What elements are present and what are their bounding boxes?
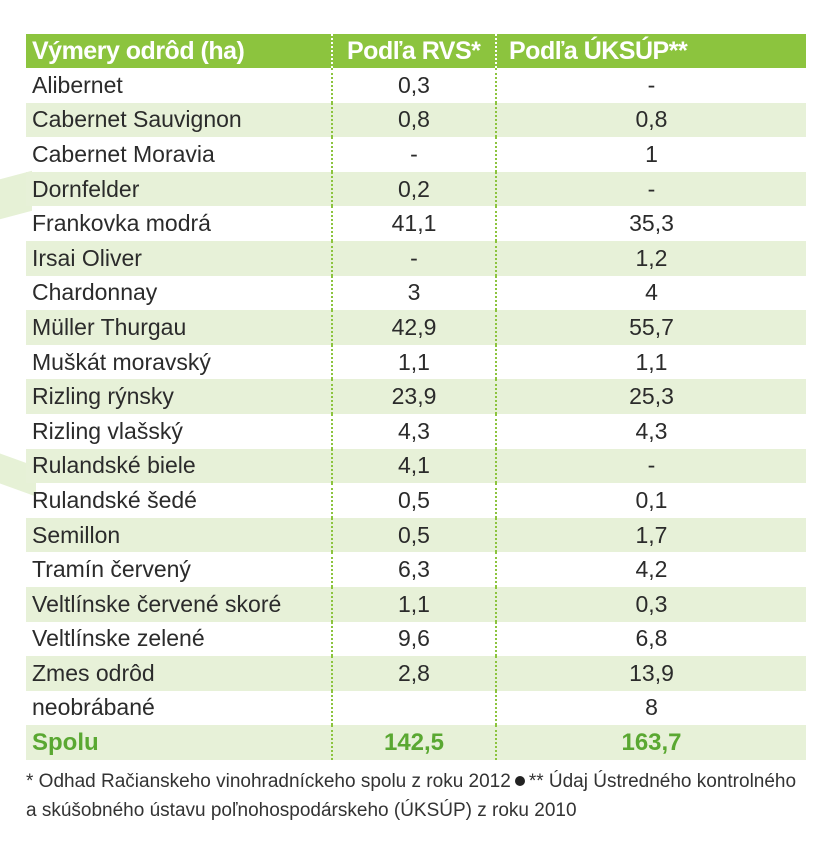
variety-cell: Muškát moravský: [32, 348, 211, 375]
rvs-value-cell: 4,3: [331, 413, 496, 449]
table-row: Rulandské šedé 0,5 0,1: [26, 483, 806, 518]
header-variety: Výmery odrôd (ha): [26, 34, 332, 68]
rvs-value-cell: -: [331, 240, 496, 276]
table-row: Tramín červený 6,3 4,2: [26, 552, 806, 587]
variety-cell: Rulandské biele: [26, 448, 332, 484]
variety-cell: Rizling rýnsky: [26, 379, 332, 414]
uksup-value-cell: 0,1: [495, 483, 806, 518]
footnote-rvs: * Odhad Račianskeho vinohradníckeho spol…: [26, 771, 511, 792]
rvs-value-cell: 41,1: [331, 206, 496, 241]
uksup-value-cell: -: [495, 171, 806, 207]
variety-cell: Semillon: [26, 517, 332, 553]
uksup-value-cell: 4: [495, 275, 806, 311]
uksup-value-cell: 4,3: [495, 413, 806, 449]
footnote: * Odhad Račianskeho vinohradníckeho spol…: [26, 767, 806, 825]
uksup-value-cell: 1,7: [495, 517, 806, 553]
uksup-value-cell: 35,3: [495, 206, 806, 241]
variety-cell: Frankovka modrá: [32, 210, 211, 237]
rvs-value-cell: 0,3: [331, 68, 496, 103]
uksup-value-cell: 25,3: [495, 379, 806, 414]
total-uksup-cell: 163,7: [495, 725, 806, 760]
variety-cell: Veltlínske zelené: [32, 625, 205, 652]
uksup-value-cell: 0,8: [495, 102, 806, 138]
table-row: Muškát moravský 1,1 1,1: [26, 344, 806, 380]
table-row: Irsai Oliver -1,2: [26, 240, 806, 276]
table-row: Veltlínske červené skoré 1,1 0,3: [26, 586, 806, 622]
table-row: Cabernet Sauvignon 0,8 0,8: [26, 102, 806, 138]
rvs-value-cell: 1,1: [331, 586, 496, 622]
total-rvs-cell: 142,5: [331, 725, 496, 760]
uksup-value-cell: 4,2: [495, 552, 806, 587]
rvs-value-cell: 23,9: [331, 379, 496, 414]
variety-cell: Müller Thurgau: [26, 310, 332, 345]
variety-cell: neobrábané: [32, 694, 155, 721]
table-row: Chardonnay 3 4: [26, 275, 806, 311]
table-header-row: Výmery odrôd (ha) Podľa RVS* Podľa ÚKSÚP…: [26, 34, 806, 68]
table-row: Dornfelder 0,2-: [26, 171, 806, 207]
table-row: Rulandské biele 4,1-: [26, 448, 806, 484]
variety-cell: Veltlínske červené skoré: [26, 586, 332, 622]
variety-cell: Rizling vlašský: [32, 417, 183, 444]
rvs-value-cell: 6,3: [331, 552, 496, 587]
variety-cell: Rulandské šedé: [32, 486, 197, 513]
table-row: Veltlínske zelené 9,6 6,8: [26, 621, 806, 657]
table-row: Müller Thurgau 42,9 55,7: [26, 310, 806, 345]
header-rvs: Podľa RVS*: [331, 34, 496, 68]
uksup-value-cell: 13,9: [495, 656, 806, 691]
vineyard-area-table-container: Výmery odrôd (ha) Podľa RVS* Podľa ÚKSÚP…: [26, 34, 806, 760]
footnote-uksup: ** Údaj Ústredného kontrolného a skúšobn…: [26, 771, 797, 821]
variety-cell: Cabernet Sauvignon: [26, 102, 332, 138]
total-label-cell: Spolu: [26, 725, 332, 760]
uksup-value-cell: 1: [495, 137, 806, 172]
rvs-value-cell: 9,6: [331, 621, 496, 657]
header-uksup: Podľa ÚKSÚP**: [495, 34, 806, 68]
table-row: Semillon 0,5 1,7: [26, 517, 806, 553]
uksup-value-cell: -: [495, 448, 806, 484]
table-row: Alibernet 0,3-: [26, 68, 806, 103]
vineyard-area-table: Výmery odrôd (ha) Podľa RVS* Podľa ÚKSÚP…: [26, 34, 806, 760]
rvs-value-cell: 3: [331, 275, 496, 311]
rvs-value-cell: 0,2: [331, 171, 496, 207]
bullet-icon: [514, 775, 525, 786]
uksup-value-cell: 1,2: [495, 240, 806, 276]
table-row: Zmes odrôd 2,8 13,9: [26, 656, 806, 691]
rvs-value-cell: 0,5: [331, 483, 496, 518]
variety-cell: Chardonnay: [32, 279, 158, 306]
variety-cell: Zmes odrôd: [26, 656, 332, 691]
variety-cell: Dornfelder: [26, 171, 332, 207]
rvs-value-cell: 4,1: [331, 448, 496, 484]
uksup-value-cell: -: [495, 68, 806, 103]
table-total-row: Spolu 142,5 163,7: [26, 725, 806, 760]
uksup-value-cell: 6,8: [495, 621, 806, 657]
variety-cell: Irsai Oliver: [26, 240, 332, 276]
table-row: Cabernet Moravia -1: [26, 137, 806, 172]
uksup-value-cell: 8: [495, 690, 806, 726]
table-row: Rizling vlašský 4,3 4,3: [26, 413, 806, 449]
table-body: Alibernet 0,3- Cabernet Sauvignon 0,8 0,8 Cab…: [26, 68, 806, 760]
rvs-value-cell: 1,1: [331, 344, 496, 380]
table-row: Frankovka modrá 41,1 35,3: [26, 206, 806, 241]
table-row: neobrábané 8: [26, 690, 806, 726]
uksup-value-cell: 55,7: [495, 310, 806, 345]
rvs-value-cell: 0,8: [331, 102, 496, 138]
variety-cell: Alibernet: [32, 71, 123, 98]
rvs-value-cell: [331, 690, 496, 726]
rvs-value-cell: 42,9: [331, 310, 496, 345]
uksup-value-cell: 0,3: [495, 586, 806, 622]
rvs-value-cell: 0,5: [331, 517, 496, 553]
variety-cell: Tramín červený: [32, 556, 191, 583]
variety-cell: Cabernet Moravia: [32, 140, 215, 167]
rvs-value-cell: -: [331, 137, 496, 172]
rvs-value-cell: 2,8: [331, 656, 496, 691]
uksup-value-cell: 1,1: [495, 344, 806, 380]
table-row: Rizling rýnsky 23,9 25,3: [26, 379, 806, 414]
